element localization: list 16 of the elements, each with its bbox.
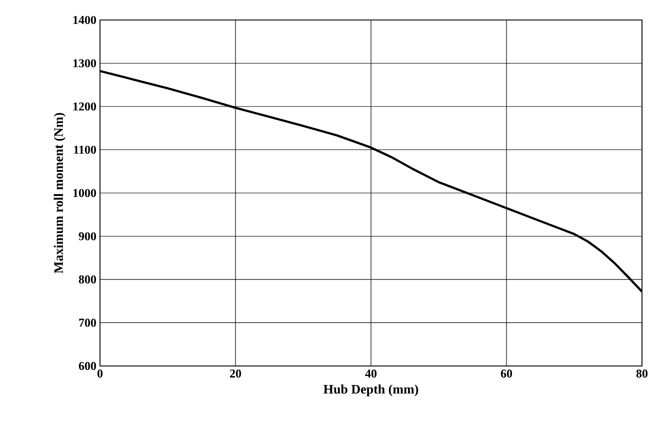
y-tick-label: 1400 bbox=[73, 16, 96, 24]
y-tick-label: 800 bbox=[78, 275, 96, 284]
y-tick-label: 1200 bbox=[73, 102, 96, 111]
y-axis-title: Maximum roll moment (Nm) bbox=[54, 112, 66, 274]
x-tick-label: 40 bbox=[365, 370, 377, 378]
y-tick-label: 1000 bbox=[73, 188, 96, 198]
y-tick-label: 900 bbox=[78, 232, 96, 240]
y-tick-label: 700 bbox=[79, 318, 96, 327]
y-tick-label: 600 bbox=[78, 362, 96, 370]
x-tick-label: 20 bbox=[230, 370, 242, 378]
x-axis-title: Hub Depth (mm) bbox=[324, 384, 418, 396]
x-tick-label: 0 bbox=[97, 370, 103, 378]
y-tick-label: 1300 bbox=[73, 59, 96, 68]
x-tick-label: 80 bbox=[636, 370, 648, 378]
x-tick-label: 60 bbox=[500, 370, 512, 378]
y-tick-label: 1100 bbox=[74, 146, 96, 154]
